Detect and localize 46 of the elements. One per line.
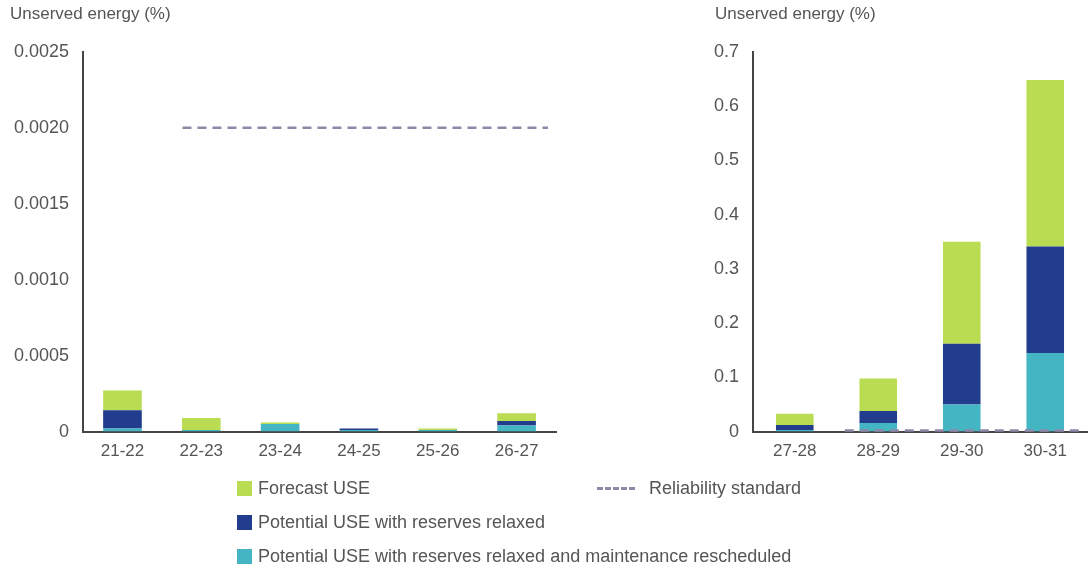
x-tick-label: 29-30 [940, 441, 984, 461]
x-tick-label: 28-29 [856, 441, 901, 461]
y-tick-label: 0.2 [713, 312, 740, 333]
bar [1026, 246, 1065, 353]
y-axis-title: Unserved energy (%) [715, 4, 876, 24]
x-tick-label: 24-25 [337, 441, 381, 461]
bar [942, 241, 981, 344]
bar [942, 404, 981, 432]
y-tick-label: 0.7 [713, 40, 740, 61]
bar [103, 390, 142, 411]
bar [859, 410, 898, 423]
bar [775, 425, 814, 430]
legend-label: Forecast USE [258, 477, 371, 499]
y-tick-label: 0.0020 [13, 116, 70, 137]
bar [775, 413, 814, 426]
y-tick-label: 0.4 [713, 203, 740, 224]
y-tick-label: 0.6 [713, 95, 740, 116]
y-axis-title: Unserved energy (%) [10, 4, 171, 24]
legend-label: Potential USE with reserves relaxed [258, 511, 546, 533]
y-tick-label: 0.0010 [13, 268, 70, 289]
x-tick-label: 22-23 [179, 441, 224, 461]
bar [497, 413, 536, 421]
legend-label: Potential USE with reserves relaxed and maintenance rescheduled [258, 545, 792, 567]
bar [859, 378, 898, 411]
bar [942, 343, 981, 405]
bar [497, 420, 536, 426]
y-tick-label: 0 [59, 420, 70, 441]
x-tick-label: 26-27 [494, 441, 539, 461]
y-tick-label: 0 [729, 420, 740, 441]
y-tick-label: 0.1 [713, 366, 740, 387]
x-tick-label: 27-28 [773, 441, 817, 461]
bar [1026, 80, 1065, 247]
y-tick-label: 0.0025 [13, 40, 70, 61]
bar [181, 417, 221, 431]
bar [103, 410, 142, 429]
y-tick-label: 0.3 [713, 257, 740, 278]
y-tick-label: 0.0015 [13, 192, 70, 213]
x-tick-label: 25-26 [416, 441, 460, 461]
y-tick-label: 0.5 [713, 149, 740, 170]
bar [1026, 352, 1065, 432]
legend-label: Reliability standard [649, 477, 802, 499]
x-tick-label: 30-31 [1023, 441, 1067, 461]
bar [260, 424, 300, 432]
y-tick-label: 0.0005 [13, 344, 70, 365]
x-tick-label: 21-22 [100, 441, 145, 461]
x-tick-label: 23-24 [258, 441, 302, 461]
